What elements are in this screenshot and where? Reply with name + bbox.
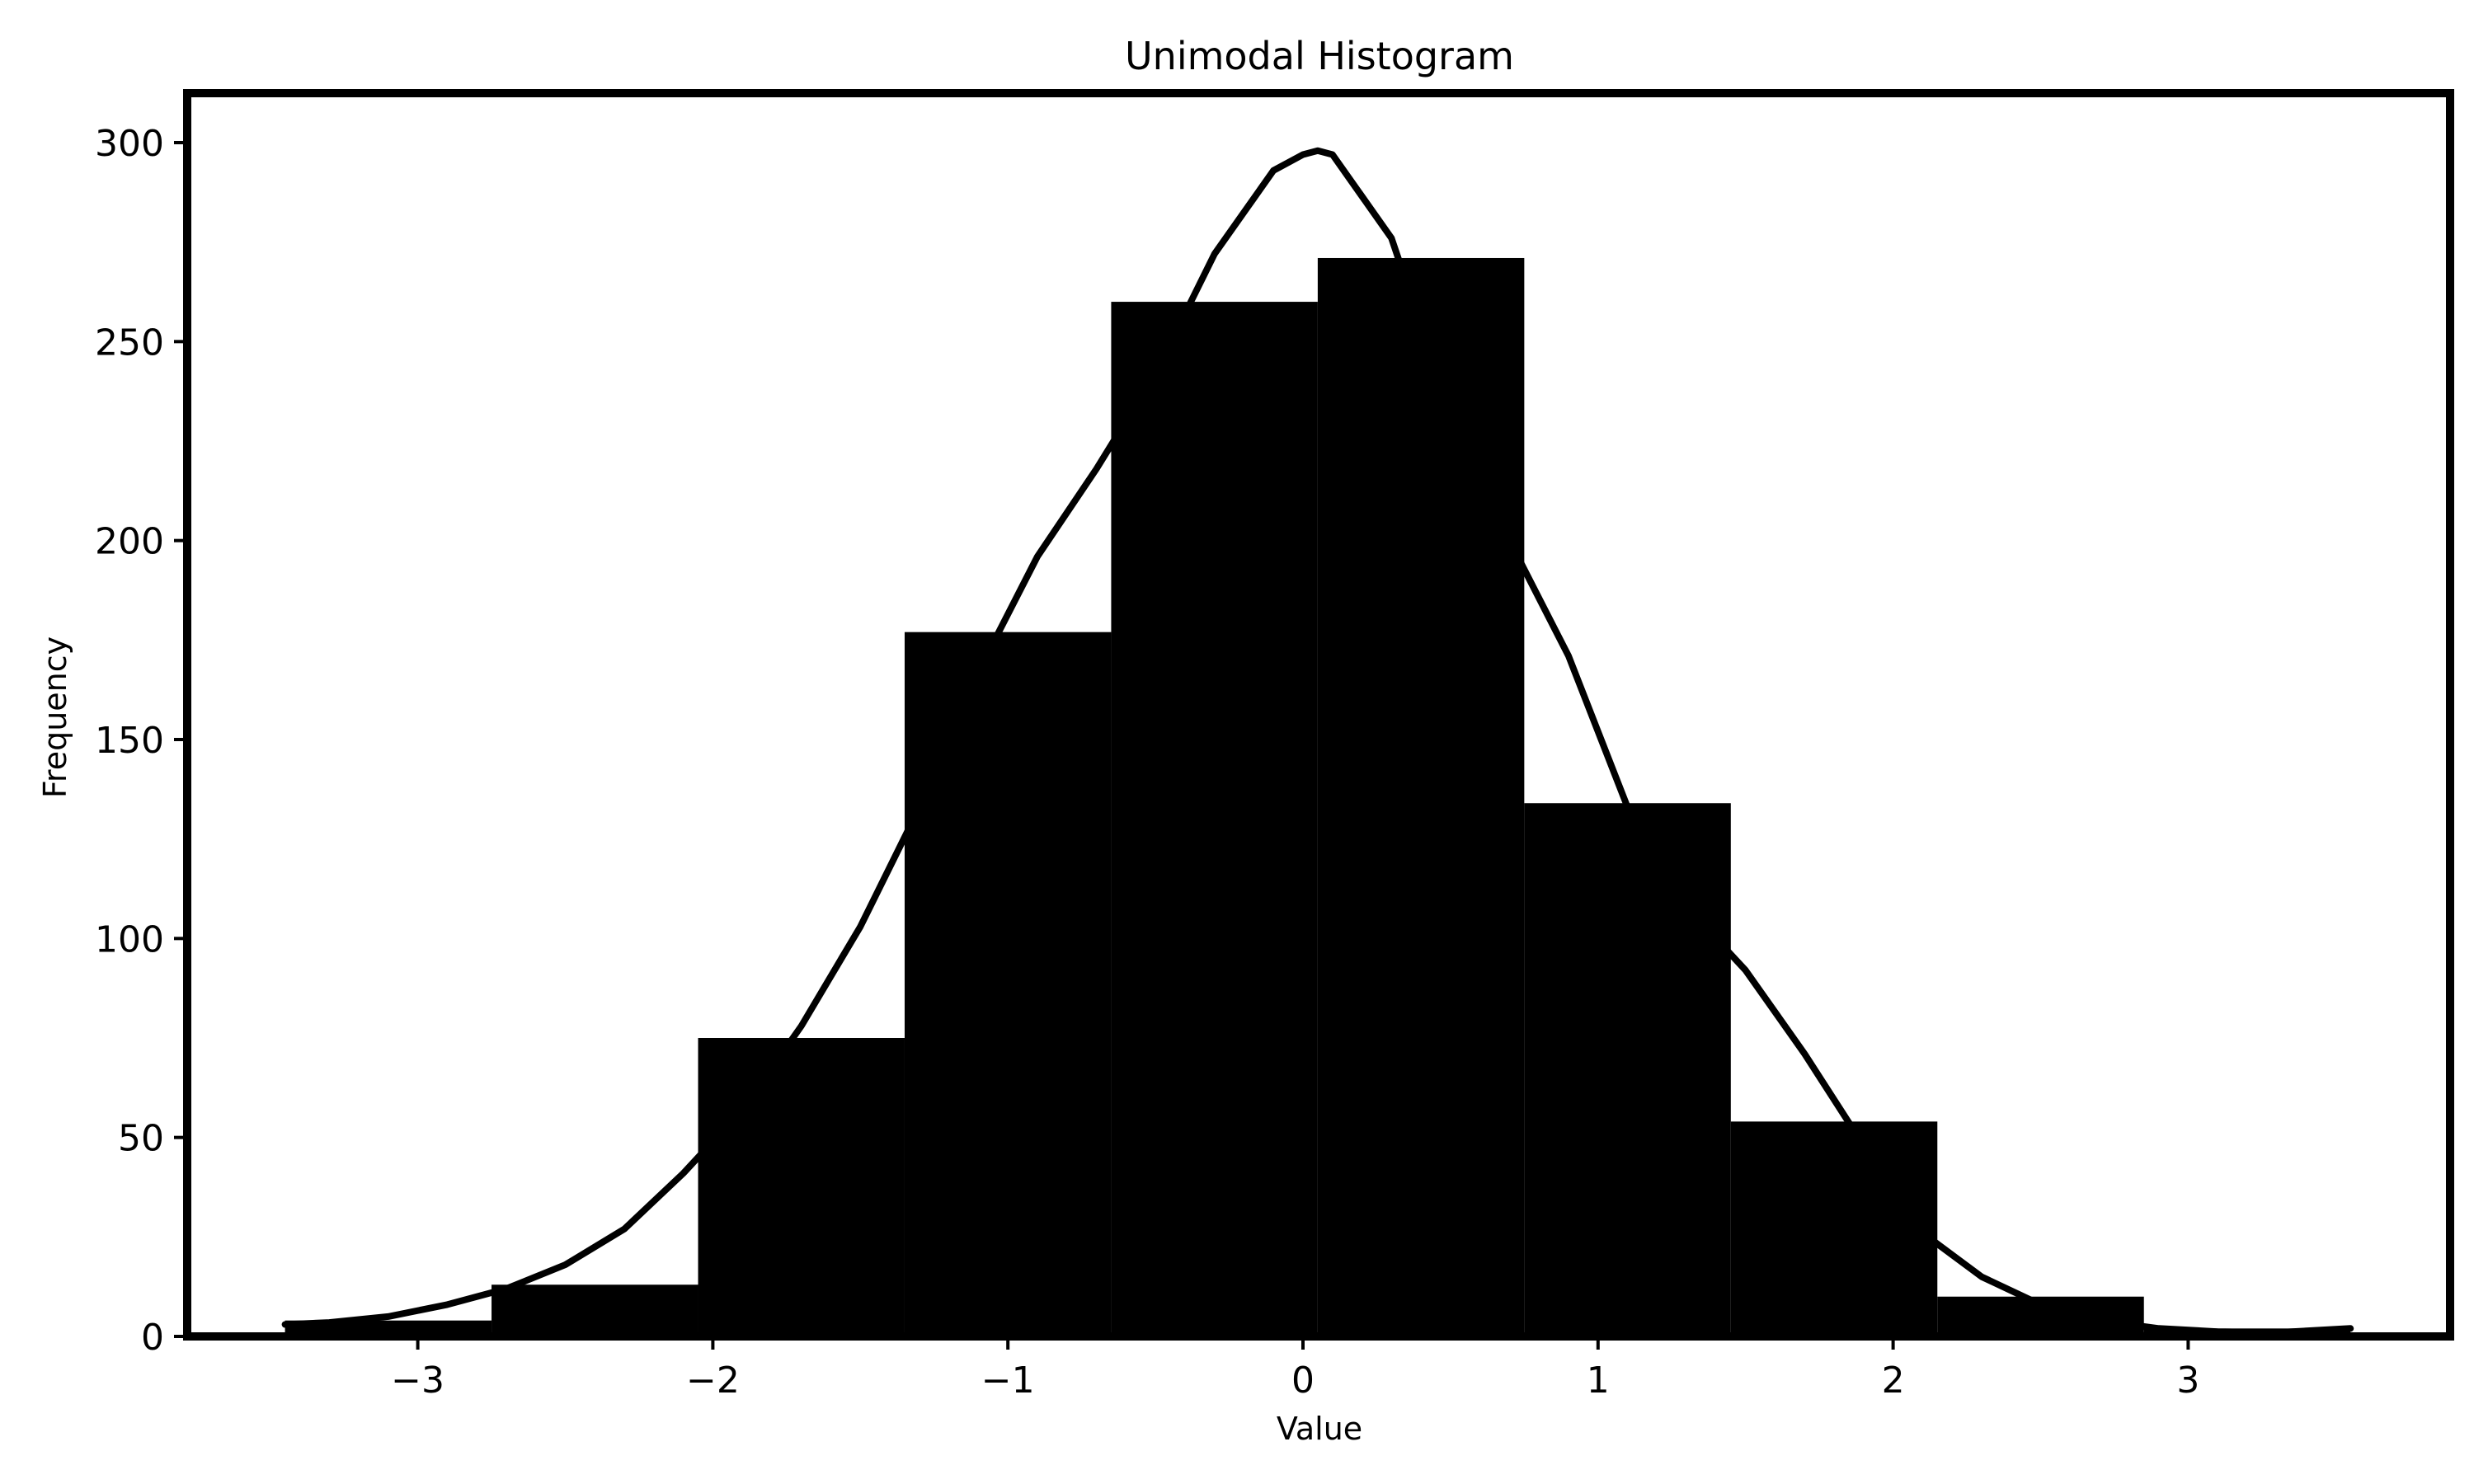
bars-group (285, 257, 2351, 1337)
y-tick-label-5: 200 (95, 521, 164, 563)
histogram-bar-4 (904, 632, 1112, 1336)
x-tick-label-4: 0 (1291, 1360, 1315, 1402)
y-tick-label-2: 50 (118, 1118, 164, 1160)
x-tick-label-1: −3 (391, 1360, 444, 1402)
x-tick-label-2: −2 (686, 1360, 740, 1402)
y-tick-label-1: 0 (141, 1317, 164, 1359)
y-axis-ticks: 0 50 100 150 200 250 300 (95, 123, 187, 1359)
density-curve-group (281, 147, 2354, 1336)
histogram-bar-3 (698, 1038, 905, 1336)
y-axis-label: Frequency (37, 636, 73, 798)
y-tick-label-7: 300 (95, 123, 164, 165)
x-axis-ticks: −3 −2 −1 0 1 2 3 (391, 1336, 2199, 1402)
x-tick-label-5: 1 (1587, 1360, 1610, 1402)
y-tick-label-6: 250 (95, 322, 164, 364)
density-curve-line (281, 147, 2354, 1336)
histogram-bar-2 (492, 1284, 698, 1336)
plot-frame (183, 89, 2454, 1341)
histogram-bar-5 (1111, 302, 1318, 1337)
x-tick-label-7: 3 (2176, 1360, 2199, 1402)
y-tick-label-3: 100 (95, 918, 164, 960)
histogram-bar-6 (1317, 257, 1525, 1336)
x-tick-label-6: 2 (1882, 1360, 1905, 1402)
x-axis-label: Value (1277, 1411, 1362, 1447)
y-tick-label-4: 150 (95, 720, 164, 762)
x-tick-label-3: −1 (981, 1360, 1035, 1402)
chart-title: Unimodal Histogram (1125, 34, 1514, 78)
histogram-bar-8 (1730, 1121, 1938, 1336)
histogram-bar-7 (1524, 803, 1731, 1336)
